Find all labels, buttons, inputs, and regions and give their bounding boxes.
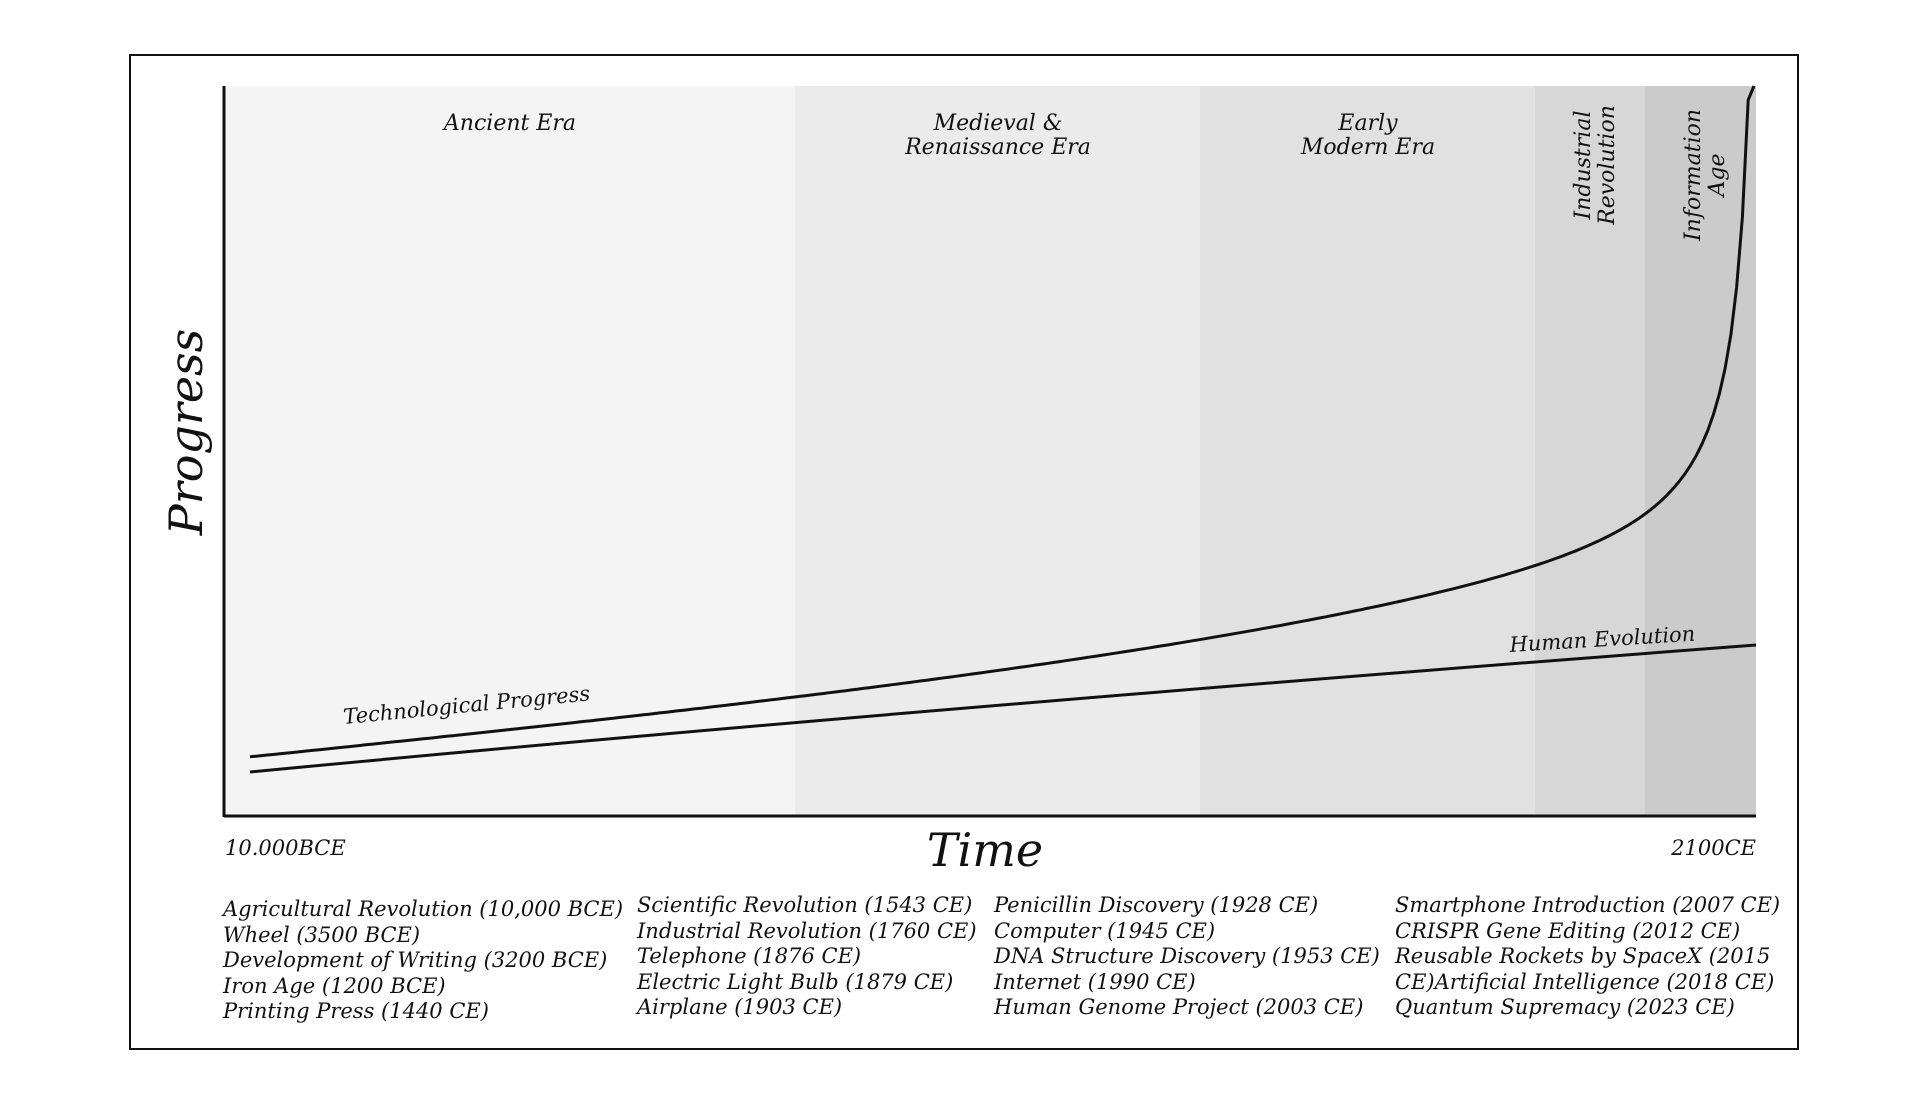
milestone-column-1: Agricultural Revolution (10,000 BCE) Whe…: [223, 893, 623, 1025]
milestone-item: Quantum Supremacy (2023 CE): [1395, 995, 1735, 1019]
series-technological-progress: [249, 85, 1756, 759]
milestone-item: Printing Press (1440 CE): [223, 999, 489, 1023]
era-label: Ancient Era: [442, 111, 576, 136]
era-label: Early Modern Era: [1300, 111, 1435, 160]
milestone-item: Reusable Rockets by SpaceX (2015: [1395, 944, 1771, 968]
milestone-item: Development of Writing (3200 BCE): [223, 948, 608, 972]
x-axis-title: Time: [927, 823, 1043, 877]
milestone-item: Internet (1990 CE): [994, 969, 1196, 994]
series-human-evolution: [249, 643, 1757, 774]
milestone-item: Smartphone Introduction (2007 CE): [1395, 893, 1781, 917]
milestone-column-3: Penicillin Discovery (1928 CE) Computer …: [994, 893, 1380, 1021]
era-band: [1645, 86, 1756, 815]
milestone-item: CE)Artificial Intelligence (2018 CE): [1395, 969, 1775, 994]
era-band: [1200, 86, 1535, 815]
y-axis-title: Progress: [159, 329, 213, 537]
milestone-item: Penicillin Discovery (1928 CE): [994, 893, 1319, 917]
era-labels: Ancient Era Medieval & Renaissance Era Earl…: [442, 105, 1730, 242]
milestone-item: CRISPR Gene Editing (2012 CE): [1395, 918, 1741, 943]
milestone-item: Human Genome Project (2003 CE): [994, 995, 1364, 1019]
era-label: Medieval & Renaissance Era: [904, 111, 1091, 160]
milestone-item: Iron Age (1200 BCE): [223, 973, 446, 998]
milestone-item: Industrial Revolution (1760 CE): [637, 918, 977, 943]
chart-frame: [129, 54, 1799, 1050]
era-band: [224, 86, 795, 815]
milestone-item: Airplane (1903 CE): [637, 995, 843, 1019]
milestone-item: DNA Structure Discovery (1953 CE): [994, 944, 1380, 968]
era-label: InformationAge: [1681, 109, 1730, 242]
milestone-item: Electric Light Bulb (1879 CE): [637, 969, 954, 994]
x-tick-start: 10.000BCE: [225, 836, 346, 860]
milestone-item: Computer (1945 CE): [994, 918, 1216, 943]
milestone-column-4: Smartphone Introduction (2007 CE) CRISPR…: [1395, 893, 1780, 1021]
era-bands: [224, 86, 1756, 815]
milestone-item: Wheel (3500 BCE): [223, 922, 421, 947]
era-label: IndustrialRevolution: [1571, 105, 1620, 226]
milestone-item: Telephone (1876 CE): [637, 944, 862, 968]
milestone-column-2: Scientific Revolution (1543 CE) Industri…: [637, 893, 977, 1021]
x-tick-end: 2100CE: [1670, 836, 1756, 860]
era-band: [1535, 86, 1645, 815]
milestone-item: Agricultural Revolution (10,000 BCE): [223, 897, 624, 921]
milestone-item: Scientific Revolution (1543 CE): [637, 893, 973, 917]
